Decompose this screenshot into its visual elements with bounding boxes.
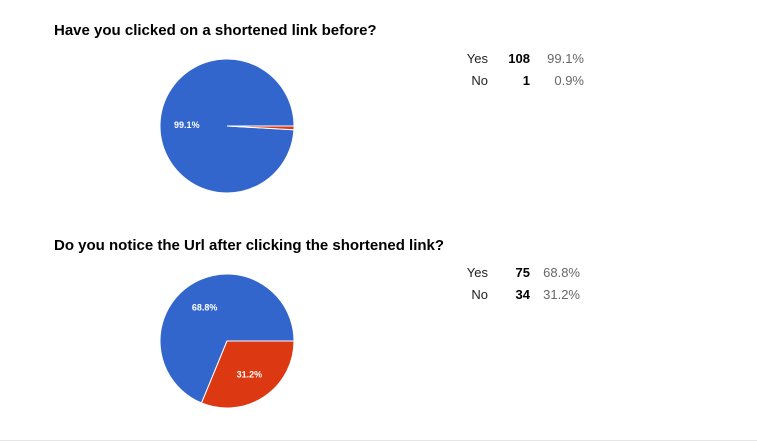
- bottom-divider: [0, 440, 757, 441]
- response-count: 1: [522, 72, 530, 88]
- response-row: Yes 75 68.8%: [462, 261, 580, 283]
- response-row: Yes 108 99.1%: [462, 47, 584, 69]
- pie-slice-no: [200, 340, 295, 409]
- pie-chart-clicked-shortened-link: 99.1%: [159, 58, 295, 194]
- response-percent: 68.8%: [543, 264, 580, 280]
- response-percent: 31.2%: [543, 286, 580, 302]
- question-title-2: Do you notice the Url after clicking the…: [54, 237, 445, 254]
- response-count: 75: [515, 264, 530, 280]
- response-summary-2: Yes 75 68.8% No 34 31.2%: [462, 261, 580, 305]
- response-label: Yes: [466, 264, 488, 280]
- response-label: Yes: [466, 50, 488, 66]
- pie-slice-no: [226, 125, 295, 131]
- pie-chart-notice-url: 68.8% 31.2%: [159, 273, 295, 409]
- response-summary-1: Yes 108 99.1% No 1 0.9%: [462, 47, 584, 91]
- question-title-1: Have you clicked on a shortened link bef…: [54, 22, 377, 39]
- pie-slice-label: 31.2%: [237, 369, 263, 379]
- response-percent: 0.9%: [554, 72, 584, 88]
- response-count: 108: [508, 50, 530, 66]
- response-label: No: [471, 286, 488, 302]
- response-label: No: [471, 72, 488, 88]
- response-row: No 34 31.2%: [462, 283, 580, 305]
- response-count: 34: [515, 286, 530, 302]
- response-row: No 1 0.9%: [462, 69, 584, 91]
- pie-slice-label: 68.8%: [192, 303, 218, 313]
- pie-slice-yes: [159, 273, 295, 404]
- response-percent: 99.1%: [547, 50, 584, 66]
- pie-slice-label: 99.1%: [174, 120, 200, 130]
